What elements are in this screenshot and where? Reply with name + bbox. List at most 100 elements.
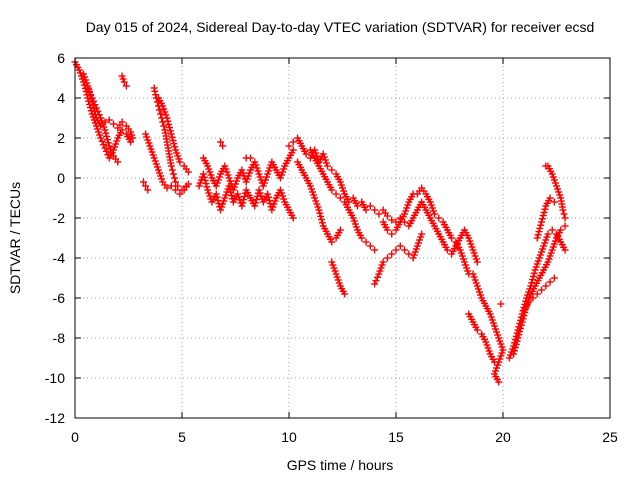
data-point-track-z <box>542 282 550 290</box>
data-point-track-v <box>490 358 498 366</box>
data-point-track-aa <box>546 194 554 202</box>
data-point-track-a <box>118 126 126 134</box>
data-point-track-q <box>375 210 383 218</box>
data-point-track-y <box>510 350 518 358</box>
data-point-track-h <box>144 186 152 194</box>
data-point-track-n <box>315 206 323 214</box>
data-point-track-g <box>166 124 174 132</box>
data-point-track-b <box>118 118 126 126</box>
data-point-track-a <box>100 141 108 149</box>
data-point-track-t <box>443 246 451 254</box>
data-point-track-z <box>529 294 537 302</box>
y-tick-labels: -12 -10 -8 -6 -4 -2 0 2 4 6 <box>45 50 65 426</box>
data-point-track-t <box>396 214 404 222</box>
data-point-track-q <box>353 202 361 210</box>
data-point-track-i <box>200 173 208 181</box>
data-point-track-q <box>362 206 370 214</box>
data-point-track-aa <box>538 215 546 223</box>
data-point-track-i <box>251 202 259 210</box>
data-point-track-a <box>102 147 110 155</box>
data-point-track-c <box>104 136 112 144</box>
data-point-track-i <box>240 196 248 204</box>
x-tick-labels: 0 5 10 15 20 25 <box>71 429 618 445</box>
data-point-track-c <box>84 84 92 92</box>
data-point-track-aa <box>538 218 546 226</box>
data-point-track-x <box>544 230 552 238</box>
data-point-track-g <box>163 114 171 122</box>
data-point-track-m <box>302 150 310 158</box>
data-point-track-r <box>373 273 381 281</box>
data-point-track-f <box>168 166 176 174</box>
data-point-track-s <box>388 230 396 238</box>
data-point-track-f <box>178 186 186 194</box>
data-point-track-r <box>392 246 400 254</box>
data-point-track-p <box>341 290 349 298</box>
data-point-track-z <box>533 290 541 298</box>
data-point-track-y <box>517 324 525 332</box>
data-point-track-ab <box>560 210 568 218</box>
data-point-track-y <box>512 340 520 348</box>
scatter-points <box>71 58 569 386</box>
y-tick-label: -2 <box>53 210 66 226</box>
data-point-track-f <box>172 178 180 186</box>
data-point-track-n <box>317 212 325 220</box>
data-point-track-c <box>88 94 96 102</box>
data-point-track-c <box>95 111 103 119</box>
data-point-track-o <box>366 242 374 250</box>
chart-title: Day 015 of 2024, Sidereal Day-to-day VTE… <box>86 19 595 35</box>
data-point-track-y <box>514 334 522 342</box>
data-point-track-e <box>176 190 184 198</box>
data-point-track-c <box>91 101 99 109</box>
y-tick-label: -12 <box>45 410 65 426</box>
data-point-track-g <box>167 130 175 138</box>
data-point-track-c <box>92 104 100 112</box>
data-point-track-g <box>166 127 174 135</box>
data-point-track-f <box>151 87 159 95</box>
data-point-track-c <box>94 107 102 115</box>
data-point-track-q <box>371 206 379 214</box>
data-point-track-a <box>101 144 109 152</box>
data-point-track-e <box>172 186 180 194</box>
data-point-track-g <box>164 117 172 125</box>
data-point-track-c <box>105 142 113 150</box>
data-point-track-y <box>518 318 526 326</box>
data-point-track-r <box>401 246 409 254</box>
data-point-track-g <box>176 158 184 166</box>
data-point-track-w <box>497 300 505 308</box>
data-point-track-d <box>122 82 130 90</box>
data-point-track-q <box>345 198 353 206</box>
data-point-track-o <box>336 194 344 202</box>
data-point-track-b <box>110 120 118 128</box>
data-point-track-aa <box>540 208 548 216</box>
data-point-track-z <box>546 278 554 286</box>
data-point-track-f <box>174 182 182 190</box>
data-point-track-i <box>203 183 211 191</box>
data-point-track-y <box>513 337 521 345</box>
data-point-track-r <box>388 250 396 258</box>
data-point-track-f <box>167 162 175 170</box>
data-point-track-a <box>97 134 105 142</box>
data-point-track-c <box>103 132 111 140</box>
data-point-track-aa <box>533 234 541 242</box>
data-point-track-r <box>418 230 426 238</box>
data-point-track-f <box>160 122 168 130</box>
data-point-track-n <box>328 238 336 246</box>
data-point-track-q <box>383 212 391 220</box>
data-point-track-q <box>388 216 396 224</box>
x-tick-label: 25 <box>602 429 618 445</box>
data-point-track-x <box>548 226 556 234</box>
data-point-track-m <box>289 138 297 146</box>
data-point-track-z <box>525 298 533 306</box>
data-point-track-c <box>85 87 93 95</box>
data-point-track-c <box>104 139 112 147</box>
data-point-track-r <box>383 254 391 262</box>
y-tick-label: -4 <box>53 250 66 266</box>
data-point-track-i <box>252 199 260 207</box>
data-point-track-g <box>184 168 192 176</box>
data-point-track-k <box>217 138 225 146</box>
data-point-track-i <box>264 190 272 198</box>
data-point-track-x <box>561 246 569 254</box>
data-point-track-ab <box>559 206 567 214</box>
data-point-track-i <box>212 190 220 198</box>
data-point-track-c <box>107 145 115 153</box>
